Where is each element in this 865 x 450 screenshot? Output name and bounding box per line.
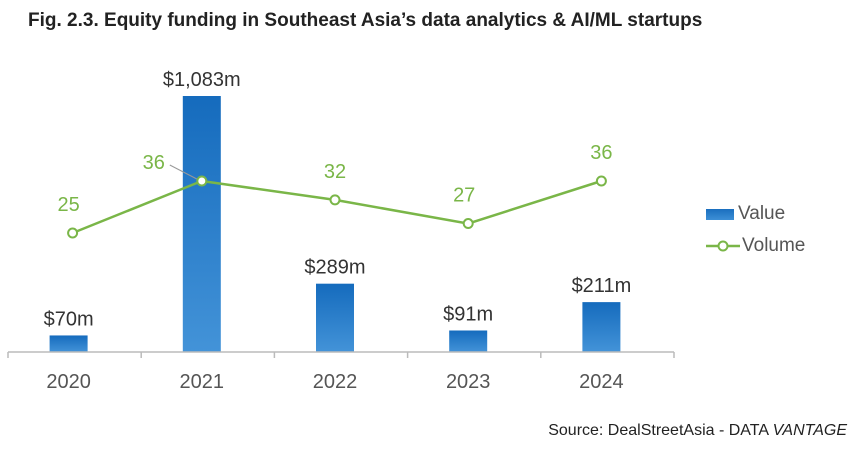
- volume-label-leader: [169, 164, 198, 180]
- bar-2020: [49, 335, 88, 352]
- volume-point-2021: [196, 175, 208, 187]
- legend-bar-swatch: [706, 208, 734, 220]
- volume-label-2020: 25: [57, 194, 79, 216]
- volume-label-2023: 27: [453, 185, 475, 207]
- volume-point-2023: [462, 218, 474, 230]
- x-tick-label-2023: 2023: [446, 371, 491, 393]
- bar-2024: [582, 302, 621, 352]
- bar-label-2020: $70m: [44, 308, 94, 330]
- combo-chart: $70m $1,083m $289m $91m $211m 2020 2021 2022 202…: [7, 69, 675, 393]
- volume-point-2024: [595, 175, 607, 187]
- bar-label-2024: $211m: [572, 275, 632, 297]
- source-note: Source: DealStreetAsia - DATA VANTAGE: [548, 422, 847, 440]
- bar-2021: [182, 96, 221, 352]
- legend-item-volume: Volume: [706, 230, 805, 262]
- volume-label-2021: 36: [143, 152, 165, 174]
- bar-label-2023: $91m: [443, 303, 493, 325]
- bar-2022: [316, 283, 354, 352]
- volume-point-2022: [329, 194, 341, 206]
- source-prefix: Source: DealStreetAsia - DATA: [548, 422, 773, 439]
- bar-label-2022: $289m: [304, 257, 365, 279]
- legend-item-value: Value: [706, 198, 805, 230]
- volume-line: [72, 179, 602, 235]
- legend-line-swatch: [706, 240, 740, 252]
- bar-2023: [449, 330, 488, 352]
- bar-label-2021: $1,083m: [163, 69, 241, 91]
- volume-label-2022: 32: [324, 161, 346, 183]
- legend: Value Volume: [706, 198, 805, 262]
- x-tick-label-2020: 2020: [46, 371, 91, 393]
- x-tick-label-2021: 2021: [180, 371, 225, 393]
- legend-label-value: Value: [738, 203, 786, 224]
- x-tick-label-2022: 2022: [313, 371, 358, 393]
- volume-point-2020: [67, 227, 79, 239]
- chart-title: Fig. 2.3. Equity funding in Southeast As…: [28, 10, 703, 31]
- volume-label-2024: 36: [590, 142, 612, 164]
- source-brand: VANTAGE: [772, 422, 847, 439]
- legend-label-volume: Volume: [742, 235, 806, 256]
- x-tick-label-2024: 2024: [579, 371, 624, 393]
